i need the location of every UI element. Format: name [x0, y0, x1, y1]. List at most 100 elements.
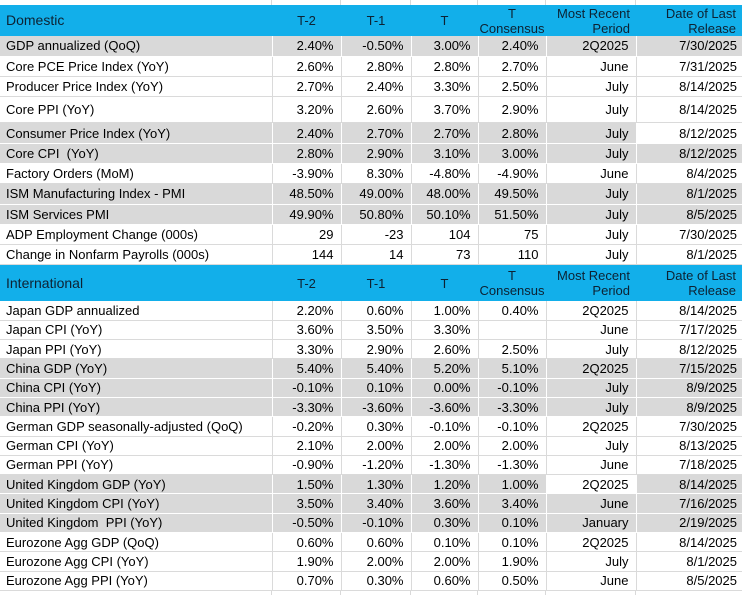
cell-t[interactable]: -1.30%	[411, 455, 479, 476]
cell-t1[interactable]: 8.30%	[341, 163, 412, 185]
cell-t1[interactable]: -1.20%	[341, 455, 412, 476]
cell-t2[interactable]: 2.40%	[272, 122, 342, 144]
section-title-cell[interactable]: International	[0, 264, 272, 301]
cell-label[interactable]: Consumer Price Index (YoY)	[0, 122, 273, 144]
cell-t1[interactable]: 14	[341, 244, 412, 266]
cell-t1[interactable]: -3.60%	[341, 397, 412, 418]
cell-period[interactable]: July	[546, 183, 637, 205]
cell-consensus[interactable]: 2.70%	[478, 56, 547, 78]
cell-release[interactable]: 7/16/2025	[636, 493, 742, 514]
cell-t1[interactable]: 2.90%	[341, 143, 412, 164]
cell-consensus[interactable]: 75	[478, 224, 547, 246]
cell-t1[interactable]: 2.80%	[341, 56, 412, 78]
cell-t2[interactable]: 144	[272, 244, 342, 266]
cell-t[interactable]: 5.20%	[411, 358, 479, 379]
cell-label[interactable]: Eurozone Agg GDP (QoQ)	[0, 532, 273, 553]
cell-t2[interactable]: 2.40%	[272, 36, 342, 57]
cell-release[interactable]: 7/18/2025	[636, 455, 742, 476]
cell-t[interactable]: 2.80%	[411, 56, 479, 78]
cell-label[interactable]: China PPI (YoY)	[0, 397, 273, 418]
cell-period[interactable]: 2Q2025	[546, 358, 637, 379]
cell-release[interactable]: 7/30/2025	[636, 224, 742, 246]
cell-consensus[interactable]: 0.10%	[478, 513, 547, 534]
cell-release[interactable]: 8/12/2025	[636, 339, 742, 360]
cell-t2[interactable]: 3.50%	[272, 493, 342, 514]
column-header-period[interactable]: Most Recent Period	[546, 5, 636, 36]
cell-label[interactable]: Producer Price Index (YoY)	[0, 76, 273, 98]
cell-consensus[interactable]: 2.50%	[478, 339, 547, 360]
cell-consensus[interactable]: 51.50%	[478, 204, 547, 225]
cell-t1[interactable]: 0.60%	[341, 532, 412, 553]
cell-t[interactable]: 0.30%	[411, 513, 479, 534]
cell-t[interactable]: 3.30%	[411, 320, 479, 341]
cell-consensus[interactable]: 0.40%	[478, 300, 547, 321]
cell-t2[interactable]: -3.30%	[272, 397, 342, 418]
cell-period[interactable]: July	[546, 143, 637, 164]
cell-release[interactable]: 8/14/2025	[636, 532, 742, 553]
column-header-t1[interactable]: T-1	[341, 264, 411, 301]
cell-consensus[interactable]: 0.10%	[478, 532, 547, 553]
cell-t1[interactable]: 49.00%	[341, 183, 412, 205]
cell-period[interactable]: 2Q2025	[546, 36, 637, 57]
cell-t[interactable]: 50.10%	[411, 204, 479, 225]
cell-t2[interactable]: -0.50%	[272, 513, 342, 534]
column-header-t[interactable]: T	[411, 264, 478, 301]
cell-t1[interactable]: 2.70%	[341, 122, 412, 144]
cell-release[interactable]: 7/15/2025	[636, 358, 742, 379]
column-header-t2[interactable]: T-2	[272, 5, 341, 36]
cell-t[interactable]: 73	[411, 244, 479, 266]
cell-release[interactable]: 7/17/2025	[636, 320, 742, 341]
cell-t2[interactable]: 48.50%	[272, 183, 342, 205]
cell-consensus[interactable]: 3.40%	[478, 493, 547, 514]
cell-t2[interactable]: 0.70%	[272, 571, 342, 591]
cell-period[interactable]: June	[546, 493, 637, 514]
cell-consensus[interactable]: 2.50%	[478, 76, 547, 98]
cell-label[interactable]: United Kingdom GDP (YoY)	[0, 474, 273, 495]
cell-label[interactable]: Japan PPI (YoY)	[0, 339, 273, 360]
cell-t1[interactable]: 2.60%	[341, 96, 412, 124]
column-header-t1[interactable]: T-1	[341, 5, 411, 36]
cell-t1[interactable]: 2.40%	[341, 76, 412, 98]
cell-label[interactable]: German CPI (YoY)	[0, 436, 273, 456]
cell-t[interactable]: 2.00%	[411, 436, 479, 456]
cell-consensus[interactable]: 1.00%	[478, 474, 547, 495]
cell-release[interactable]: 8/1/2025	[636, 183, 742, 205]
cell-consensus[interactable]: 110	[478, 244, 547, 266]
cell-t2[interactable]: 2.10%	[272, 436, 342, 456]
cell-period[interactable]: 2Q2025	[546, 300, 637, 321]
cell-period[interactable]: June	[546, 320, 637, 341]
cell-release[interactable]: 8/14/2025	[636, 96, 742, 124]
cell-t1[interactable]: 0.30%	[341, 416, 412, 437]
cell-consensus[interactable]: -0.10%	[478, 378, 547, 398]
cell-period[interactable]: June	[546, 571, 637, 591]
cell-label[interactable]: China CPI (YoY)	[0, 378, 273, 398]
cell-t2[interactable]: -0.10%	[272, 378, 342, 398]
cell-release[interactable]: 8/14/2025	[636, 300, 742, 321]
cell-t[interactable]: 0.10%	[411, 532, 479, 553]
cell-t1[interactable]: 2.00%	[341, 436, 412, 456]
cell-release[interactable]: 2/19/2025	[636, 513, 742, 534]
cell-t[interactable]: 1.00%	[411, 300, 479, 321]
cell-period[interactable]: 2Q2025	[546, 532, 637, 553]
cell-t2[interactable]: -0.90%	[272, 455, 342, 476]
cell-period[interactable]: July	[546, 224, 637, 246]
cell-consensus[interactable]: 0.50%	[478, 571, 547, 591]
cell-t2[interactable]: 3.60%	[272, 320, 342, 341]
cell-t[interactable]: 0.60%	[411, 571, 479, 591]
column-header-t2[interactable]: T-2	[272, 264, 341, 301]
cell-label[interactable]: United Kingdom CPI (YoY)	[0, 493, 273, 514]
cell-label[interactable]: German PPI (YoY)	[0, 455, 273, 476]
cell-label[interactable]: Eurozone Agg CPI (YoY)	[0, 551, 273, 572]
cell-t1[interactable]: 2.90%	[341, 339, 412, 360]
cell-period[interactable]: June	[546, 455, 637, 476]
cell-consensus[interactable]: -1.30%	[478, 455, 547, 476]
cell-release[interactable]: 7/31/2025	[636, 56, 742, 78]
cell-label[interactable]: ISM Manufacturing Index - PMI	[0, 183, 273, 205]
cell-period[interactable]: 2Q2025	[546, 474, 637, 495]
section-title-cell[interactable]: Domestic	[0, 5, 272, 36]
cell-label[interactable]: GDP annualized (QoQ)	[0, 36, 273, 57]
cell-period[interactable]: July	[546, 436, 637, 456]
cell-consensus[interactable]: 2.40%	[478, 36, 547, 57]
cell-consensus[interactable]: 1.90%	[478, 551, 547, 572]
cell-consensus[interactable]: 3.00%	[478, 143, 547, 164]
